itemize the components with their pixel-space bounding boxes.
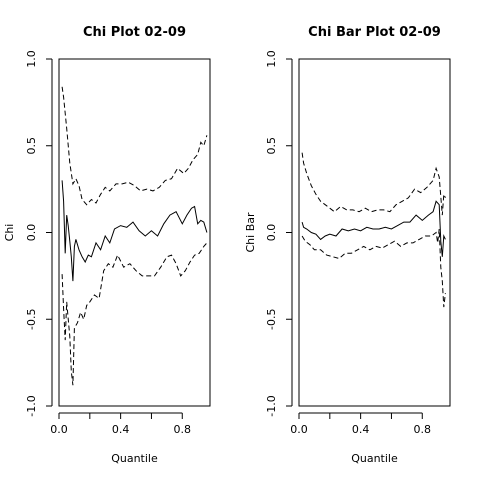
chi-plot-panel: Chi Plot 02-09 0.0 0.4 0.8 -1.0 -0.5 0.0 0.5 1… [3,25,211,465]
chi-bar-plot-y-axis: -1.0 -0.5 0.0 0.5 1.0 [265,50,293,417]
chi-plot-series [61,86,208,386]
chi-bar-plot-panel: Chi Bar Plot 02-09 0.0 0.4 0.8 -1.0 -0.5 0.0… [244,25,451,465]
chi-bar-plot-series-lower-line [301,228,446,308]
chi-bar-plot-x-axis-label: Quantile [351,452,398,465]
chi-plot-y-tick-label: -1.0 [25,395,38,416]
chi-plot-x-tick-label: 0.4 [112,423,130,436]
chi-bar-plot-title: Chi Bar Plot 02-09 [308,25,441,40]
chi-plot-x-tick-label: 0.0 [50,423,68,436]
chi-bar-plot-y-tick-label: 0.5 [265,137,278,155]
chi-plot-x-axis-label: Quantile [111,452,158,465]
chi-bar-plot-frame [298,58,451,407]
chi-plot-series-lower-line [61,242,208,386]
chi-bar-plot-x-tick-label: 0.8 [414,423,432,436]
chi-plot-y-tick-label: -0.5 [25,309,38,330]
chi-plot-series-estimate-line [61,180,208,282]
chi-plot-series-upper-line [61,86,208,206]
chi-bar-plot-y-tick-label: -1.0 [265,395,278,416]
chi-bar-plot-y-tick-label: -0.5 [265,309,278,330]
chi-plot-x-axis: 0.0 0.4 0.8 [50,412,192,436]
chi-bar-plot-series-upper-line [301,152,446,216]
chi-bar-plot-x-axis: 0.0 0.4 0.8 [290,412,432,436]
chi-bar-plot-y-axis-label: Chi Bar [244,212,257,252]
chi-bar-plot-x-tick-label: 0.4 [352,423,370,436]
chi-plot-x-tick-label: 0.8 [174,423,192,436]
chi-plot-y-tick-label: 1.0 [25,50,38,68]
chi-bar-plot-series [301,152,446,308]
chi-plot-title: Chi Plot 02-09 [83,25,186,40]
chi-plot-y-axis-label: Chi [3,224,16,242]
chi-bar-plot-y-tick-label: 0.0 [265,224,278,242]
chi-plot-y-tick-label: 0.0 [25,224,38,242]
chi-plot-y-axis: -1.0 -0.5 0.0 0.5 1.0 [25,50,53,417]
chi-bar-plot-x-tick-label: 0.0 [290,423,308,436]
chi-bar-plot-series-estimate-line [301,200,446,257]
chi-plot-y-tick-label: 0.5 [25,137,38,155]
chi-bar-plot-y-tick-label: 1.0 [265,50,278,68]
chi-plot-frame [58,58,211,407]
